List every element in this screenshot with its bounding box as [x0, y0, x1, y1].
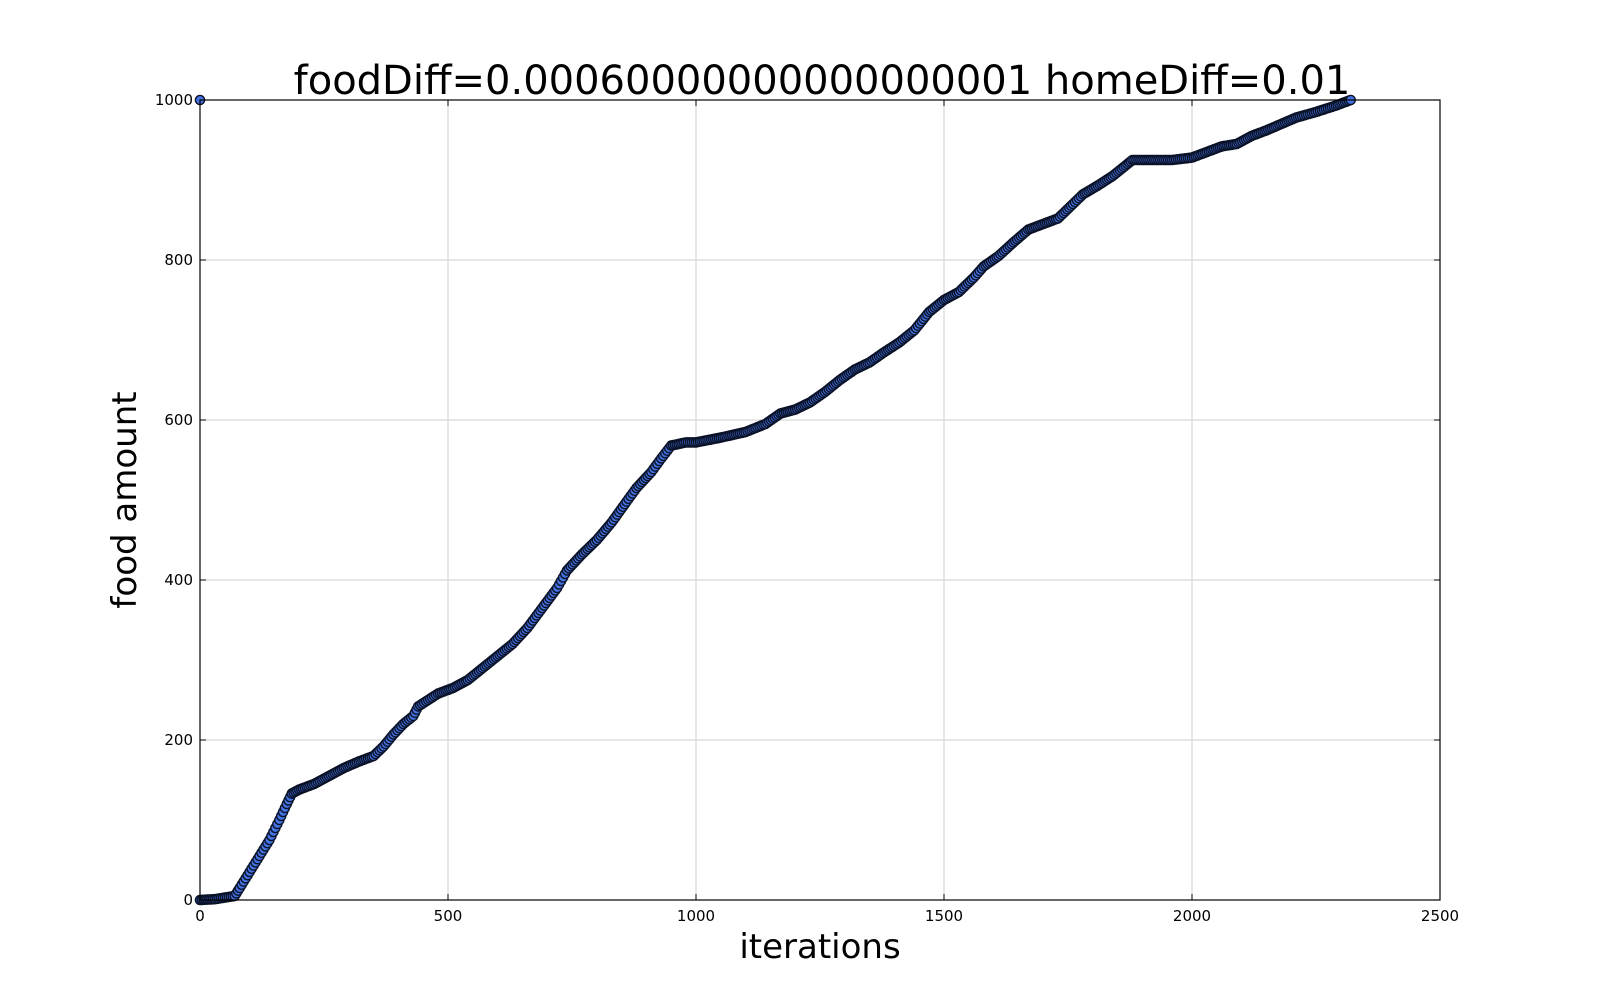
x-tick-label: 1500: [925, 907, 963, 925]
y-tick-label: 0: [183, 891, 193, 909]
y-tick-label: 1000: [155, 91, 193, 109]
grid-layer: [199, 99, 1441, 901]
x-tick-label: 500: [434, 907, 463, 925]
y-tick-label: 600: [164, 411, 193, 429]
marker-layer: [194, 94, 1357, 906]
tick-layer: 0 500 1000 1500 2000 2500 0 200 400 600 800 1000: [155, 91, 1459, 925]
x-tick-label: 0: [195, 907, 205, 925]
y-tick-label: 800: [164, 251, 193, 269]
x-tick-label: 2500: [1421, 907, 1459, 925]
y-tick-label: 200: [164, 731, 193, 749]
x-tick-label: 1000: [677, 907, 715, 925]
x-tick-label: 2000: [1173, 907, 1211, 925]
y-axis-label: food amount: [105, 391, 145, 608]
plot-frame: [199, 99, 1441, 901]
x-axis-label: iterations: [739, 927, 900, 967]
chart-title: foodDiff=0.00060000000000000001 homeDiff…: [294, 58, 1351, 104]
y-tick-label: 400: [164, 571, 193, 589]
